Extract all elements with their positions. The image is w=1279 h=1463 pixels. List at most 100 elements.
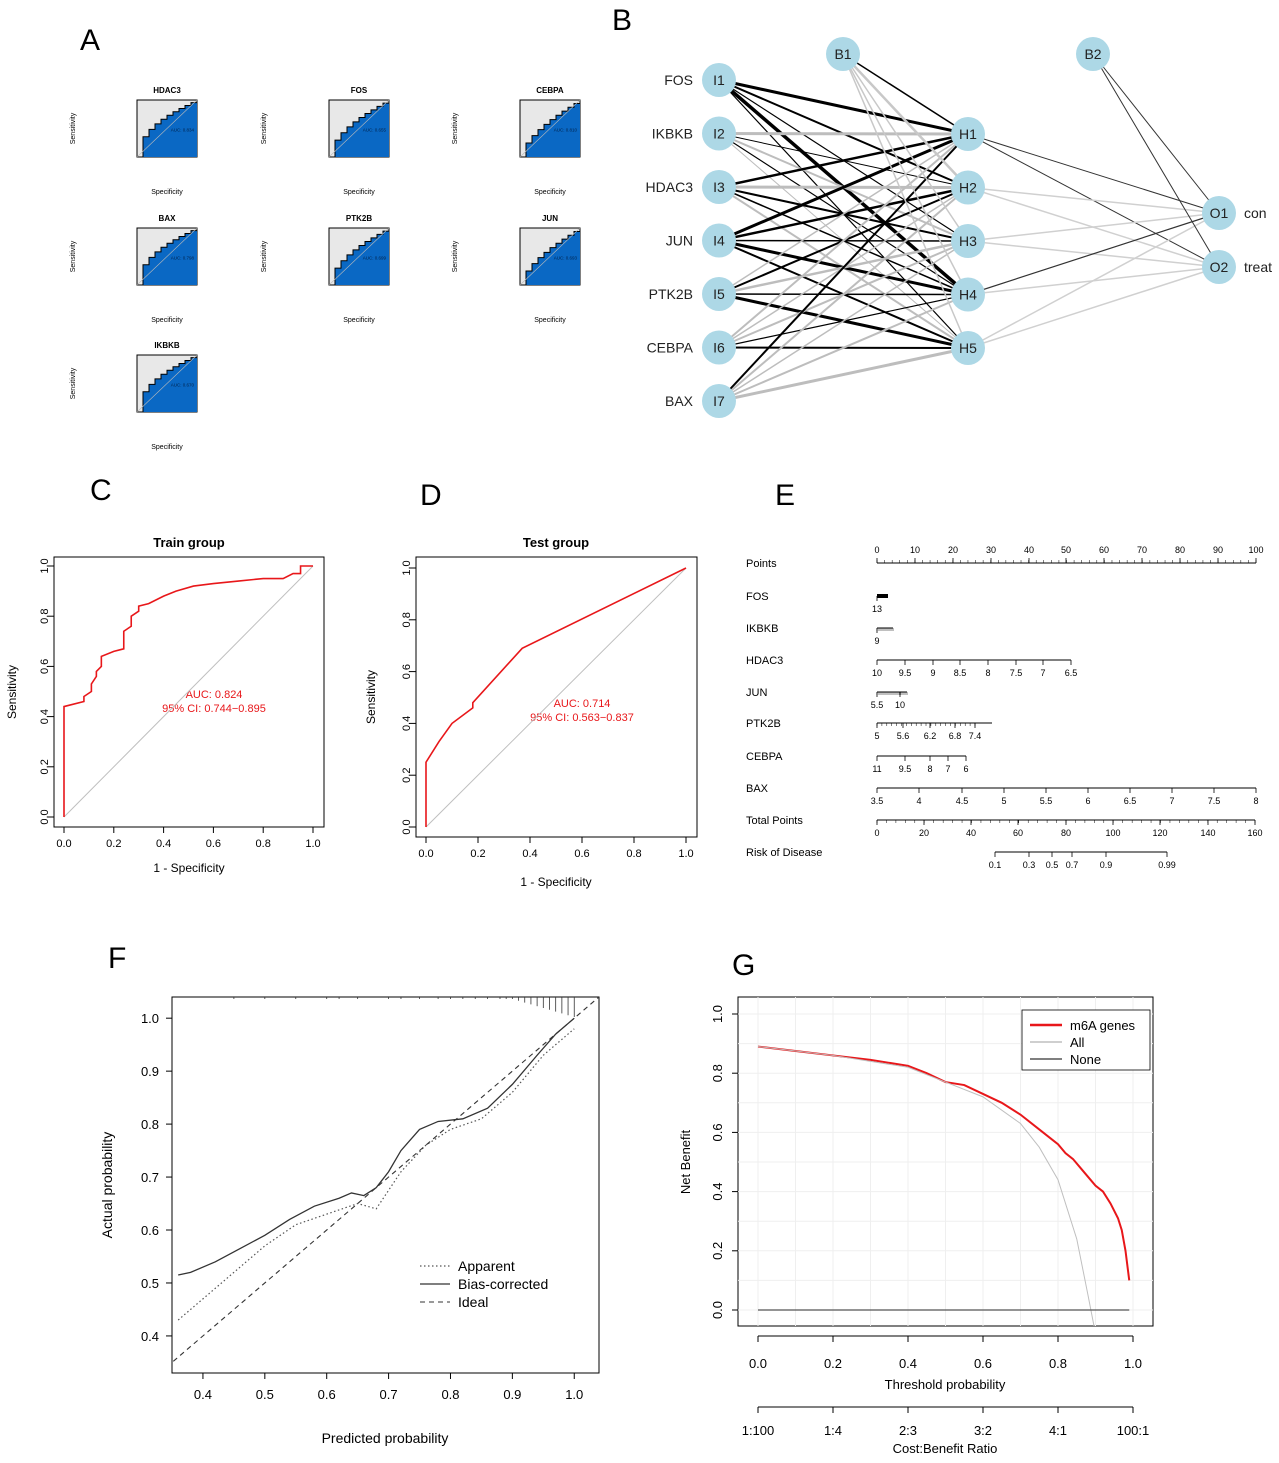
mini-roc-title: FOS xyxy=(351,86,368,95)
legend-label-none: None xyxy=(1070,1052,1101,1067)
nomogram-tick-label: 40 xyxy=(1024,545,1034,555)
node-label-o1: O1 xyxy=(1210,205,1229,221)
mini-roc-fos: FOS AUC: 0.655 Specificity Sensitivity xyxy=(261,86,390,196)
y-tick-label: 0.8 xyxy=(39,609,51,624)
nomogram-tick-label: 70 xyxy=(1137,545,1147,555)
x-tick-label: 0.2 xyxy=(470,848,485,860)
y-axis-label: Sensitivity xyxy=(364,670,378,724)
panel-letter-d: D xyxy=(420,479,442,512)
chart-title: Test group xyxy=(523,535,589,550)
nomogram-tick-label: 0.9 xyxy=(1100,860,1113,870)
ci-label: 95% CI: 0.563−0.837 xyxy=(530,712,634,724)
chart-title: Train group xyxy=(153,535,225,550)
mini-roc-curve xyxy=(329,228,390,286)
series-apparent xyxy=(177,1028,575,1321)
nomogram-tick-label: 6.5 xyxy=(1124,796,1137,806)
edge-I7-H3 xyxy=(718,240,969,402)
panel-letter-c: C xyxy=(90,474,112,507)
node-label-i3: I3 xyxy=(713,179,725,195)
nomogram-tick-label: 0.3 xyxy=(1023,860,1036,870)
input-gene-label: HDAC3 xyxy=(646,179,694,195)
legend-box xyxy=(1021,1009,1151,1071)
node-o1 xyxy=(1202,196,1236,230)
network-nodes: I1 I2 I3 I4 I5 I6 I7 H1 H2 H3 H4 H5 O1 O2 B1 B2 FOS IKBKB… xyxy=(646,37,1272,418)
node-label-i1: I1 xyxy=(713,72,725,88)
x-tick-label: 0.4 xyxy=(194,1387,212,1402)
node-i1 xyxy=(702,63,736,97)
x-tick-label: 0.6 xyxy=(206,838,221,850)
nomogram-tick-label: 6.2 xyxy=(924,731,937,741)
edge-I7-H5 xyxy=(718,346,969,403)
edge-H5-O2 xyxy=(967,266,1220,349)
mini-roc-ikbkb: IKBKB AUC: 0.670 Specificity Sensitivity xyxy=(70,341,198,451)
panel-f-calibration: Predicted probability Actual probability… xyxy=(99,996,600,1446)
edge-I7-H2 xyxy=(718,186,969,402)
y-tick-label: 0.4 xyxy=(710,1183,725,1201)
x-tick-label: 0.7 xyxy=(380,1387,398,1402)
panel-letter-a: A xyxy=(80,24,100,57)
nomogram-tick-label: 13 xyxy=(872,604,882,614)
x2-axis-label: Cost:Benefit Ratio xyxy=(893,1441,998,1456)
mini-roc-title: IKBKB xyxy=(154,341,180,350)
node-i3 xyxy=(702,170,736,204)
node-h4 xyxy=(951,277,985,312)
mini-roc-diagonal xyxy=(519,227,581,286)
edge-I2-H1 xyxy=(718,132,969,136)
mini-roc-xlabel: Specificity xyxy=(151,317,183,324)
mini-roc-auc: AUC: 0.655 xyxy=(363,128,387,133)
nomogram-row-label: FOS xyxy=(746,591,769,603)
x-tick-label: 0.4 xyxy=(156,838,171,850)
nomogram-tick-label: 20 xyxy=(948,545,958,555)
nomogram-tick-label: 7.5 xyxy=(1010,668,1023,678)
y-tick-label: 1.0 xyxy=(710,1005,725,1023)
edge-I7-H4 xyxy=(718,293,969,402)
plot-frame xyxy=(53,556,325,828)
series-ideal xyxy=(172,997,599,1364)
x-tick-label: 1.0 xyxy=(1124,1356,1142,1371)
nomogram-tick-label: 80 xyxy=(1175,545,1185,555)
series-m6a-genes xyxy=(757,1045,1131,1281)
node-label-b1: B1 xyxy=(834,46,851,62)
x-axis-label: 1 - Specificity xyxy=(520,875,591,889)
mini-roc-auc: AUC: 0.810 xyxy=(554,128,578,133)
nomogram-tick-label: 3.5 xyxy=(871,796,884,806)
y-tick-label: 0.4 xyxy=(401,716,413,731)
nomogram-tick-label: 0.5 xyxy=(1046,860,1059,870)
node-label-h3: H3 xyxy=(959,233,977,249)
nomogram-tick-label: 40 xyxy=(966,828,976,838)
nomogram-row-cebpa: CEBPA 11 9.5 8 7 6 xyxy=(746,751,969,774)
mini-roc-ylabel: Sensitivity xyxy=(452,112,459,144)
nomogram-tick-label: 100 xyxy=(1105,828,1120,838)
edge-B1-H1 xyxy=(842,53,969,135)
nomogram-tick-label: 160 xyxy=(1247,828,1262,838)
input-gene-label: BAX xyxy=(665,393,694,409)
panel-b-neural-network: I1 I2 I3 I4 I5 I6 I7 H1 H2 H3 H4 H5 O1 O2 B1 B2 FOS IKBKB… xyxy=(646,37,1272,418)
mini-roc-title: PTK2B xyxy=(346,214,372,223)
mini-roc-xlabel: Specificity xyxy=(151,444,183,451)
mini-roc-curve xyxy=(137,355,198,413)
nomogram-tick-label: 8 xyxy=(1253,796,1258,806)
nomogram-tick-label: 5.6 xyxy=(897,731,910,741)
x-tick-label: 0.8 xyxy=(1049,1356,1067,1371)
reference-diagonal xyxy=(425,567,687,828)
nomogram-tick-label: 8 xyxy=(985,668,990,678)
node-i2 xyxy=(702,116,736,151)
y-tick-label: 0.8 xyxy=(710,1064,725,1082)
nomogram-row-bax: BAX 3.5 4 4.5 5 5.5 6 6.5 7 7.5 8 xyxy=(746,783,1259,806)
mini-roc-curve xyxy=(137,100,198,158)
nomogram-tick-label: 30 xyxy=(986,545,996,555)
nomogram-tick-label: 4.5 xyxy=(956,796,969,806)
nomogram-tick-label: 8 xyxy=(927,764,932,774)
nomogram-tick-label: 90 xyxy=(1213,545,1223,555)
mini-roc-auc: AUC: 0.834 xyxy=(171,128,195,133)
edge-B1-H2 xyxy=(842,53,969,189)
node-i6 xyxy=(702,330,736,365)
ci-label: 95% CI: 0.744−0.895 xyxy=(162,703,266,715)
nomogram-tick-label: 7 xyxy=(1169,796,1174,806)
nomogram-tick-label: 6 xyxy=(963,764,968,774)
nomogram-row-label: Total Points xyxy=(746,815,803,827)
panel-letter-e: E xyxy=(775,479,795,512)
y-tick-label: 0.6 xyxy=(141,1223,159,1238)
nomogram-tick-label: 4 xyxy=(916,796,921,806)
